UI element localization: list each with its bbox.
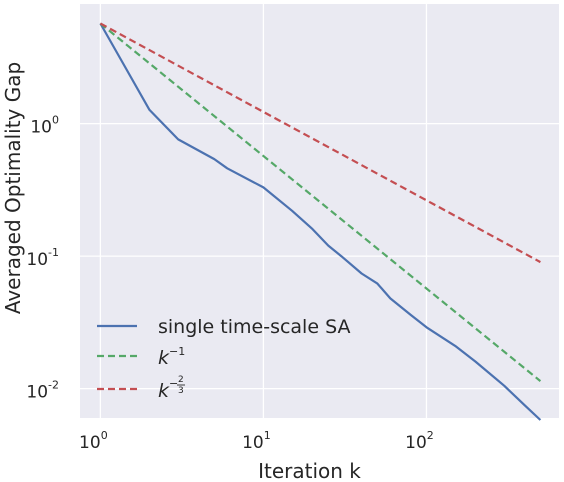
x-tick-exponent: 2	[427, 429, 434, 442]
series-line-k-inverse	[99, 22, 542, 382]
legend-label-base: k	[158, 380, 170, 402]
legend-label-base: k	[158, 347, 170, 369]
x-gridlines	[99, 4, 428, 418]
legend-label-text: single time-scale SA	[158, 316, 350, 338]
y-tick-exponent: -1	[48, 246, 59, 259]
y-tick-label: 10-1	[26, 246, 59, 270]
x-tick-label: 101	[242, 429, 271, 453]
y-tick-base: 10	[26, 250, 48, 270]
legend-label-k-inverse: k−1	[158, 345, 185, 369]
y-axis-title: Averaged Optimality Gap	[1, 62, 25, 314]
legend-label-k-two-thirds: k − 2 3	[158, 375, 185, 402]
x-tick-label: 102	[405, 429, 434, 453]
y-tick-exponent: -2	[48, 379, 59, 392]
x-tick-exponent: 1	[264, 429, 271, 442]
series-lines	[99, 22, 542, 421]
legend-label-denominator: 3	[178, 386, 184, 396]
y-tick-label: 100	[30, 114, 59, 138]
legend-label-exponent: −1	[169, 345, 185, 358]
y-tick-label: 10-2	[26, 379, 59, 403]
x-tick-base: 10	[242, 433, 264, 453]
series-line-k-two-thirds	[99, 22, 541, 264]
x-axis-title: Iteration k	[258, 459, 361, 482]
x-tick-label: 100	[79, 429, 108, 453]
x-tick-exponent: 0	[101, 429, 108, 442]
y-tick-exponent: 0	[52, 114, 59, 127]
series-line-single-time-scale-sa	[99, 22, 542, 421]
x-tick-base: 10	[79, 433, 101, 453]
legend-label-numerator: 2	[178, 375, 184, 385]
legend-label-minus: −	[169, 377, 178, 390]
x-tick-base: 10	[405, 433, 427, 453]
legend-label-single-time-scale-sa: single time-scale SA	[158, 316, 350, 338]
y-tick-base: 10	[30, 118, 52, 138]
x-tick-labels: 100 101 102	[79, 429, 434, 453]
legend: single time-scale SA k−1 k − 2 3	[97, 316, 350, 402]
y-tick-base: 10	[26, 383, 48, 403]
y-gridlines	[80, 122, 559, 390]
